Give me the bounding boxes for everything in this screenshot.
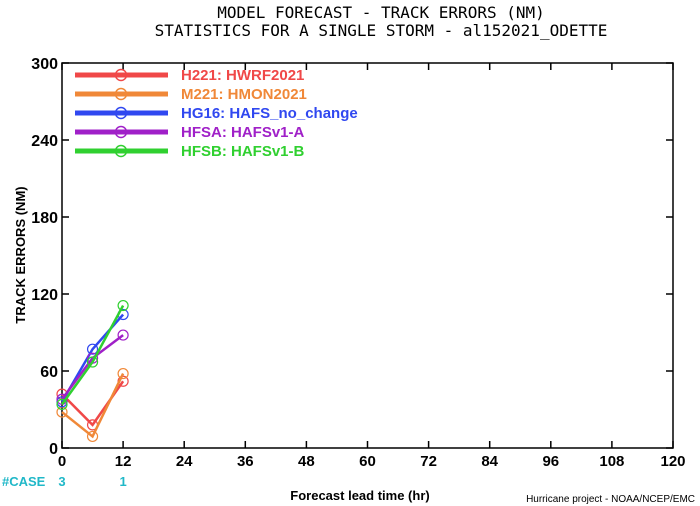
legend-label: HFSB: HAFSv1-B — [181, 143, 305, 160]
y-tick-label: 300 — [31, 56, 58, 73]
series-line — [60, 304, 125, 406]
y-tick-label: 120 — [31, 287, 58, 304]
legend-label: HG16: HAFS_no_change — [181, 105, 358, 122]
x-tick-label: 24 — [176, 453, 193, 470]
series-5 — [56, 299, 129, 410]
series-point — [117, 329, 129, 341]
legend-item: HFSB: HAFSv1-B — [75, 143, 305, 160]
credit-text: Hurricane project - NOAA/NCEP/EMC — [526, 494, 695, 505]
y-axis-ticks: 0 60 120 180 240 300 — [31, 56, 673, 458]
chart-title: MODEL FORECAST - TRACK ERRORS (NM) — [217, 3, 545, 22]
series-2 — [56, 367, 129, 443]
y-tick-label: 240 — [31, 133, 58, 150]
legend-swatch-marker — [114, 106, 128, 120]
y-tick-label: 180 — [31, 210, 58, 227]
chart-subtitle: STATISTICS FOR A SINGLE STORM - al152021… — [155, 21, 608, 40]
case-count: 3 — [58, 474, 65, 489]
series-point — [86, 343, 99, 355]
legend-swatch-marker — [114, 144, 128, 158]
x-axis-ticks: 0 12 24 36 48 60 72 84 96 108 120 — [58, 63, 686, 470]
y-tick-label: 60 — [40, 364, 58, 381]
y-axis-label: TRACK ERRORS (NM) — [13, 186, 28, 323]
x-tick-label: 36 — [237, 453, 254, 470]
legend-swatch-marker — [114, 87, 128, 101]
legend-item: HFSA: HAFSv1-A — [75, 124, 305, 141]
series-point — [117, 299, 129, 312]
x-tick-label: 48 — [298, 453, 315, 470]
y-tick-label: 0 — [49, 441, 58, 458]
legend-swatch-marker — [114, 125, 128, 139]
legend-label: H221: HWRF2021 — [181, 67, 304, 84]
series-point — [86, 430, 99, 443]
legend-label: HFSA: HAFSv1-A — [181, 124, 305, 141]
x-tick-label: 108 — [599, 453, 624, 470]
x-tick-label: 0 — [58, 453, 66, 470]
legend-item: HG16: HAFS_no_change — [75, 105, 358, 122]
legend-swatch-marker — [114, 68, 128, 82]
series-point — [117, 367, 129, 380]
series-point — [86, 356, 99, 368]
series-line — [60, 334, 124, 400]
x-tick-label: 84 — [481, 453, 498, 470]
legend: H221: HWRF2021 M221: HMON2021 HG16: HAFS_n… — [75, 67, 358, 160]
legend-item: H221: HWRF2021 — [75, 67, 304, 84]
case-label: #CASE — [2, 474, 46, 489]
series-layer — [56, 299, 129, 443]
x-tick-label: 60 — [359, 453, 376, 470]
x-tick-label: 72 — [420, 453, 437, 470]
x-tick-label: 96 — [542, 453, 559, 470]
legend-item: M221: HMON2021 — [75, 86, 307, 103]
x-tick-label: 12 — [115, 453, 132, 470]
series-point — [56, 396, 68, 408]
series-point — [56, 398, 68, 410]
case-count-row: #CASE 3 1 — [2, 474, 127, 489]
legend-label: M221: HMON2021 — [181, 86, 307, 103]
plot-frame — [61, 62, 674, 449]
x-tick-label: 120 — [660, 453, 685, 470]
x-axis-label: Forecast lead time (hr) — [290, 488, 429, 503]
series-line — [61, 373, 125, 439]
case-count: 1 — [119, 474, 126, 489]
